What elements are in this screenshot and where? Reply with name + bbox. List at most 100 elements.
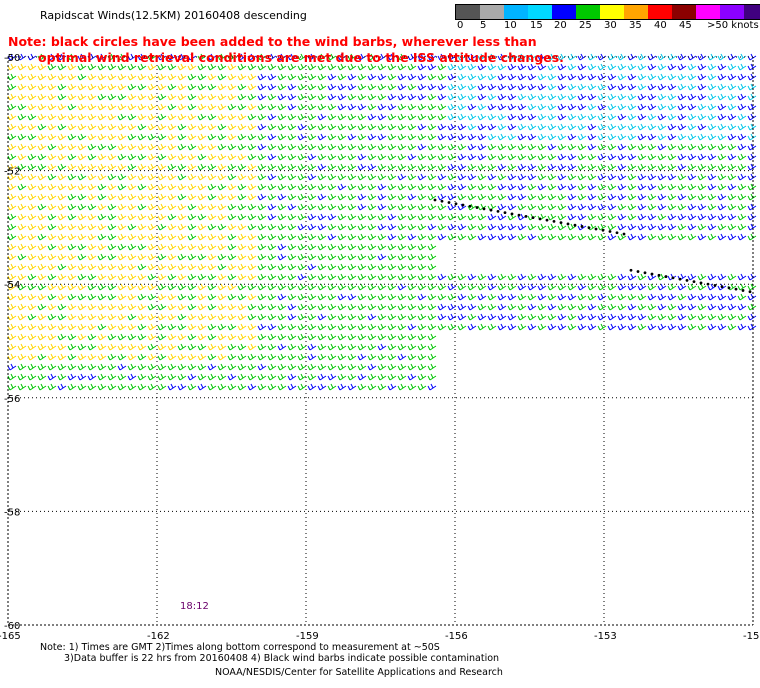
wind-barb: [728, 194, 736, 200]
wind-barb: [498, 124, 506, 130]
wind-barb: [238, 94, 246, 100]
wind-barb: [488, 204, 496, 210]
wind-barb: [408, 314, 416, 320]
wind-barb: [658, 214, 666, 220]
wind-barb: [318, 194, 326, 200]
wind-barb: [378, 264, 386, 270]
wind-barb: [188, 294, 196, 300]
wind-barb: [238, 184, 246, 190]
wind-barb: [18, 254, 26, 260]
wind-barb: [28, 374, 36, 380]
wind-barb: [398, 84, 406, 90]
wind-barb: [408, 214, 416, 220]
wind-barb: [148, 304, 156, 310]
wind-barb: [538, 294, 546, 300]
wind-barb: [628, 174, 636, 180]
wind-barb: [668, 234, 676, 240]
wind-barb: [578, 184, 586, 190]
wind-barb: [698, 74, 706, 80]
wind-barb: [88, 304, 96, 310]
wind-barb: [338, 84, 346, 90]
wind-barb: [38, 224, 46, 230]
wind-barb: [718, 164, 726, 170]
wind-barb: [18, 334, 26, 340]
quality-flag-dot: [581, 225, 584, 228]
wind-barb: [368, 104, 376, 110]
wind-barb: [178, 284, 186, 290]
wind-barb: [58, 124, 66, 130]
wind-barb: [498, 214, 506, 220]
wind-barb: [658, 124, 666, 130]
wind-barb: [138, 294, 146, 300]
wind-barb: [498, 94, 506, 100]
wind-barb: [658, 224, 666, 230]
wind-barb: [148, 124, 156, 130]
wind-barb: [608, 124, 616, 130]
wind-barb: [8, 274, 16, 280]
wind-barb: [158, 134, 166, 140]
wind-barb: [578, 134, 586, 140]
wind-barb: [28, 104, 36, 110]
wind-barb: [288, 374, 296, 380]
wind-barb: [248, 194, 256, 200]
wind-barb: [418, 294, 426, 300]
wind-barb: [128, 304, 136, 310]
wind-barb: [68, 374, 76, 380]
wind-barb: [358, 154, 366, 160]
wind-barb: [168, 234, 176, 240]
wind-barb: [108, 234, 116, 240]
wind-barb: [28, 234, 36, 240]
wind-barb: [198, 284, 206, 290]
wind-barb: [48, 324, 56, 330]
wind-barb: [228, 154, 236, 160]
wind-barb: [148, 204, 156, 210]
wind-barb: [8, 364, 16, 370]
wind-barb: [638, 284, 646, 290]
wind-barb: [238, 374, 246, 380]
wind-barb: [308, 384, 316, 390]
wind-barb: [628, 324, 636, 330]
wind-barb: [108, 124, 116, 130]
wind-barb: [208, 234, 216, 240]
wind-barb: [428, 184, 436, 190]
wind-barb: [108, 84, 116, 90]
wind-barb: [698, 204, 706, 210]
wind-barb: [498, 104, 506, 110]
lon-label: -153: [594, 631, 617, 642]
wind-barb: [408, 224, 416, 230]
wind-barb: [278, 154, 286, 160]
wind-barb: [368, 124, 376, 130]
wind-barb: [668, 194, 676, 200]
wind-barb: [348, 104, 356, 110]
wind-barb: [368, 214, 376, 220]
wind-barb: [378, 194, 386, 200]
wind-barb: [278, 374, 286, 380]
wind-barb: [128, 194, 136, 200]
wind-barb: [78, 124, 86, 130]
wind-barb: [278, 314, 286, 320]
wind-barb: [698, 84, 706, 90]
wind-barb: [118, 144, 126, 150]
wind-barb: [458, 224, 466, 230]
wind-barb: [438, 144, 446, 150]
wind-barb: [568, 104, 576, 110]
wind-barb: [498, 284, 506, 290]
wind-barb: [398, 344, 406, 350]
wind-barb: [688, 294, 696, 300]
wind-barb: [258, 104, 266, 110]
wind-barb: [228, 334, 236, 340]
wind-barb: [348, 74, 356, 80]
wind-barb: [698, 134, 706, 140]
wind-barb: [128, 134, 136, 140]
wind-barb: [608, 214, 616, 220]
wind-barb: [538, 204, 546, 210]
wind-barb: [678, 84, 686, 90]
wind-barb: [8, 294, 16, 300]
wind-barb: [148, 224, 156, 230]
quality-flag-dot: [497, 210, 500, 213]
wind-barb: [118, 164, 126, 170]
wind-barb: [418, 274, 426, 280]
wind-barb: [208, 164, 216, 170]
wind-barb: [128, 354, 136, 360]
wind-barb: [28, 194, 36, 200]
